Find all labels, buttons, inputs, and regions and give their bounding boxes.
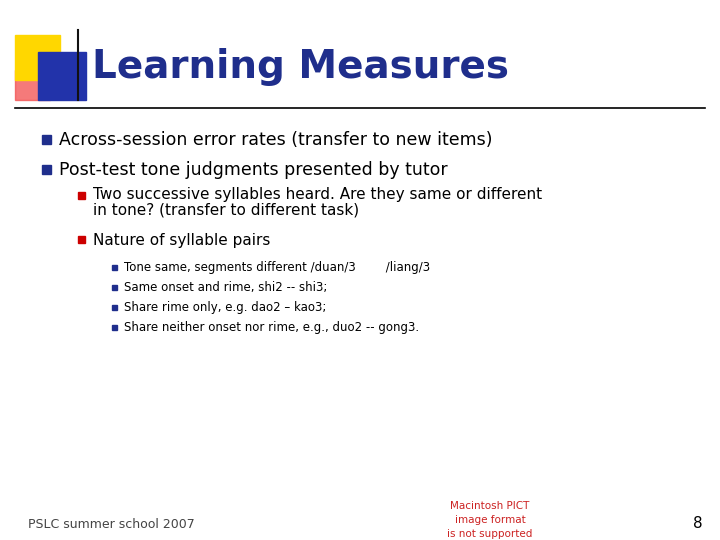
Text: Learning Measures: Learning Measures — [92, 48, 509, 86]
Bar — [38, 52, 86, 100]
Text: Two successive syllables heard. Are they same or different: Two successive syllables heard. Are they… — [93, 186, 542, 201]
Text: Nature of syllable pairs: Nature of syllable pairs — [93, 233, 271, 247]
Text: Across-session error rates (transfer to new items): Across-session error rates (transfer to … — [59, 131, 492, 149]
Bar — [15, 70, 50, 100]
Text: Share neither onset nor rime, e.g., duo2 -- gong3.: Share neither onset nor rime, e.g., duo2… — [124, 321, 419, 334]
Bar — [78, 192, 85, 199]
Text: Macintosh PICT
image format
is not supported: Macintosh PICT image format is not suppo… — [447, 501, 533, 539]
Text: Post-test tone judgments presented by tutor: Post-test tone judgments presented by tu… — [59, 161, 448, 179]
Bar — [78, 236, 85, 243]
Text: Same onset and rime, shi2 -- shi3;: Same onset and rime, shi2 -- shi3; — [124, 281, 328, 294]
Text: in tone? (transfer to different task): in tone? (transfer to different task) — [93, 202, 359, 218]
Text: PSLC summer school 2007: PSLC summer school 2007 — [28, 517, 194, 530]
Bar — [112, 325, 117, 330]
Bar — [15, 35, 60, 80]
Text: Tone same, segments different /duan/3        /liang/3: Tone same, segments different /duan/3 /l… — [124, 261, 430, 274]
Text: 8: 8 — [693, 516, 703, 531]
Text: Share rime only, e.g. dao2 – kao3;: Share rime only, e.g. dao2 – kao3; — [124, 301, 326, 314]
Bar — [42, 165, 51, 174]
Bar — [42, 135, 51, 144]
Bar — [112, 285, 117, 290]
Bar — [112, 265, 117, 270]
Bar — [112, 305, 117, 310]
